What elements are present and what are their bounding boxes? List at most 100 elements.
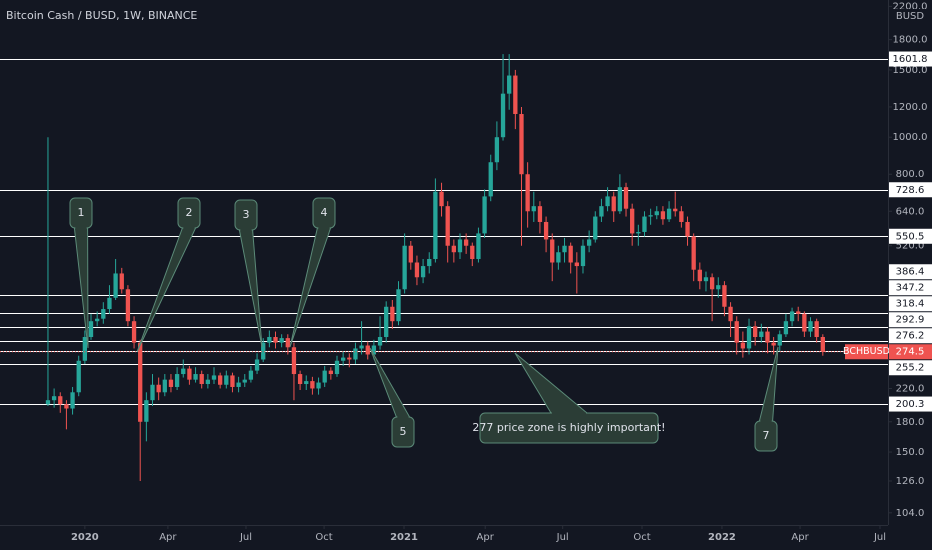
candle-body: [814, 321, 819, 338]
candle-body: [51, 396, 57, 401]
callout-text: 3: [243, 208, 250, 221]
currency-box: [893, 9, 927, 24]
x-tick-label: 2022: [708, 532, 736, 543]
level-price-label: 292.9: [896, 315, 925, 326]
candle-body: [470, 245, 475, 260]
level-price-label: 347.2: [896, 283, 925, 294]
candle-body: [796, 311, 801, 314]
candle-body: [808, 321, 813, 332]
candle-body: [322, 370, 327, 383]
candle-body: [771, 342, 776, 346]
candle-body: [334, 360, 340, 375]
y-tick-label: 104.0: [896, 508, 925, 519]
candle-body: [211, 375, 217, 380]
candle-body: [377, 337, 383, 346]
candle-body: [507, 75, 512, 94]
y-tick-label: 520.0: [896, 241, 925, 252]
candle-body: [611, 196, 616, 212]
candle-body: [513, 75, 518, 115]
level-price-label: 550.5: [896, 231, 925, 242]
price-axis: 2200.0 1800.0 1500.0 1200.0 1000.0 800.0 640.0…: [843, 1, 932, 519]
level-price-label: 276.2: [896, 331, 925, 342]
candle-body: [340, 357, 346, 361]
candle-body: [673, 208, 678, 212]
x-tick-label: 2021: [390, 532, 418, 543]
candle-body: [543, 221, 549, 240]
y-tick-label: 1200.0: [893, 102, 928, 113]
candle-body: [488, 162, 493, 197]
candle-body: [224, 375, 229, 385]
level-price-box: [889, 51, 932, 67]
candle-body: [568, 245, 573, 263]
candle-body: [193, 374, 198, 380]
candle-body: [820, 337, 825, 352]
candle-body: [697, 269, 702, 282]
candle-body: [310, 381, 315, 389]
level-price-box: [889, 264, 932, 280]
callout-text: 7: [763, 429, 770, 442]
current-price-label: 274.5: [896, 347, 925, 358]
candle-body: [95, 318, 100, 322]
candle-body: [384, 306, 389, 338]
candle-body: [654, 211, 659, 216]
candle-body: [414, 262, 420, 278]
candle-body: [617, 187, 623, 212]
candle-body: [261, 342, 266, 360]
overlay: 1 2 3 4 5 7 277 price zone is highly important…: [69, 197, 779, 452]
x-tick-label: Apr: [477, 532, 495, 543]
candle-body: [408, 245, 413, 263]
candle-body: [660, 211, 666, 220]
candle-body: [156, 384, 161, 393]
candle-body: [537, 206, 543, 222]
candle-body: [119, 273, 124, 290]
candle-body: [648, 215, 653, 217]
candle-body: [64, 404, 69, 409]
candle-body: [451, 245, 456, 253]
candle-body: [777, 334, 782, 346]
callout-text: 1: [78, 206, 85, 219]
y-tick-label: 220.0: [896, 383, 925, 394]
candle-body: [802, 313, 807, 332]
candle-body: [347, 357, 352, 360]
candle-body: [550, 239, 555, 263]
y-tick-label: 2200.0: [893, 1, 928, 12]
candle-body: [242, 379, 247, 383]
candle-body: [691, 236, 696, 270]
candle-body: [765, 331, 770, 343]
candle-body: [328, 370, 333, 375]
candle-body: [586, 239, 592, 246]
candle-body: [125, 289, 131, 322]
x-tick-label: 2020: [71, 532, 99, 543]
candle-body: [457, 239, 463, 253]
candle-body: [218, 375, 223, 385]
candle-body: [230, 375, 235, 387]
candle-body: [716, 285, 721, 290]
candle-body: [291, 347, 297, 375]
candle-body: [463, 239, 469, 246]
candle-body: [205, 379, 211, 385]
candle-body: [304, 381, 309, 385]
candle-body: [144, 400, 149, 422]
y-tick-label: 640.0: [896, 206, 925, 217]
candle-body: [402, 245, 407, 290]
x-tick-label: Apr: [159, 532, 177, 543]
symbol-box: [845, 344, 888, 360]
y-tick-label: 126.0: [896, 476, 925, 487]
callout-text: 2: [186, 206, 193, 219]
candle-body: [181, 368, 186, 375]
candle-body: [630, 208, 635, 234]
level-price-box: [889, 280, 932, 296]
y-tick-label: 1800.0: [893, 35, 928, 46]
candle-body: [439, 191, 444, 207]
x-tick-label: Apr: [791, 532, 809, 543]
candle-body: [174, 374, 180, 387]
symbol-label: BCHBUSD: [843, 346, 890, 357]
callout-seam: [760, 420, 772, 423]
candle-body: [722, 285, 727, 307]
candle-body: [82, 337, 88, 361]
candle-body: [70, 392, 75, 409]
candle-body: [685, 221, 690, 237]
candle-body: [642, 216, 647, 232]
level-price-label: 255.2: [896, 363, 925, 374]
